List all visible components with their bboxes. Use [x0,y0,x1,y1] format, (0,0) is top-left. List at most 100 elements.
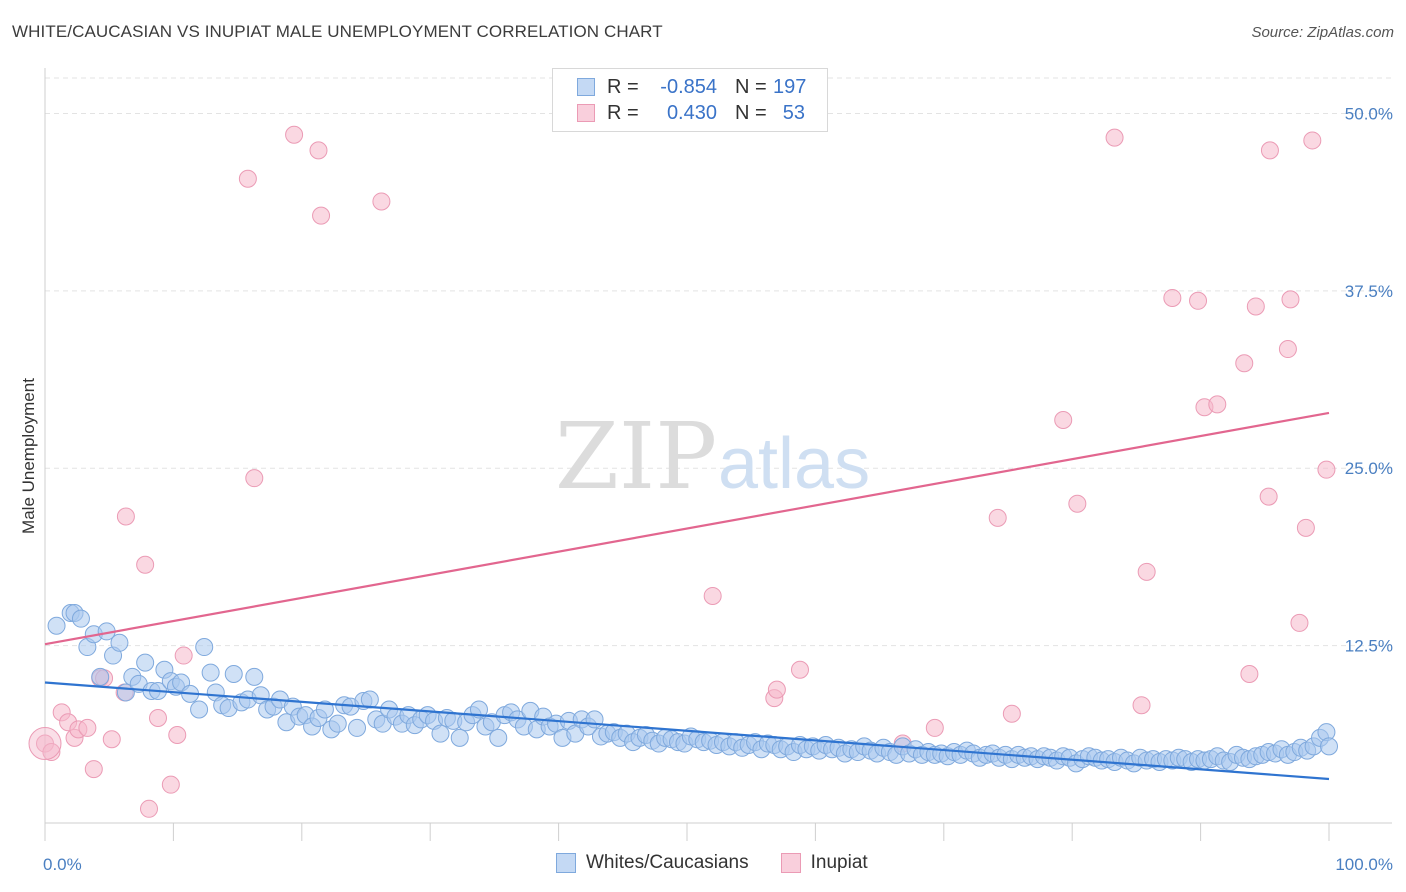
n-value: 53 [782,101,805,124]
inupiat-point [1260,141,1279,160]
inupiat-point [238,169,257,188]
source-label: Source: ZipAtlas.com [1251,24,1394,41]
series-legend: Whites/Caucasians Inupiat [556,852,900,874]
inupiat-point [168,726,187,745]
inupiat-point [84,760,103,779]
r-value: 0.430 [666,101,717,124]
whites-point [201,663,220,682]
inupiat-point [1259,487,1278,506]
inupiat-point [372,192,391,211]
tick-labels: 12.5% 25.0% 37.5% 50.0% 0.0% 100.0% [43,104,1393,874]
whites-point [91,667,110,686]
x-tick-label: 0.0% [43,855,82,874]
inupiat-point [1281,290,1300,309]
inupiat-point [136,555,155,574]
inupiat-point [1290,613,1309,632]
whites-point [71,609,90,628]
inupiat-point [148,708,167,727]
inupiat-point [174,646,193,665]
inupiat-point [790,660,809,679]
inupiat-point [1054,410,1073,429]
whites-swatch [577,78,595,96]
y-tick-label: 50.0% [1345,104,1393,123]
x-tick-label: 100.0% [1335,855,1393,874]
n-label: N = [735,101,767,124]
whites-point [245,667,264,686]
whites-point [190,700,209,719]
whites-point [348,718,367,737]
inupiat-point [1137,562,1156,581]
chart-title: WHITE/CAUCASIAN VS INUPIAT MALE UNEMPLOY… [12,22,663,41]
inupiat-swatch [780,853,801,873]
r-label: R = [607,75,639,98]
inupiat-point [988,508,1007,527]
y-tick-label: 37.5% [1345,282,1393,301]
inupiat-point [1278,340,1297,359]
inupiat-swatch [577,104,595,122]
inupiat-point [116,507,135,526]
inupiat-point [1296,518,1315,537]
whites-point [431,724,450,743]
legend-label-inupiat: Inupiat [810,852,868,873]
r-value: -0.854 [660,75,717,98]
y-tick-label: 25.0% [1345,459,1393,478]
grid-lines [45,77,1392,647]
watermark-atlas: atlas [718,424,870,504]
inupiat-point [285,125,304,144]
legend-item-whites: Whites/Caucasians [556,852,749,874]
y-axis-label: Male Unemployment [19,378,38,534]
n-value: 197 [773,75,807,98]
inupiat-point [1303,131,1322,150]
inupiat-point [1240,665,1259,683]
inupiat-point [1317,460,1336,479]
inupiat-point [309,141,328,160]
inupiat-point [78,718,97,737]
inupiat-point [1246,297,1265,316]
whites-points [47,603,1338,773]
whites-point [489,728,508,747]
inupiat-point [1068,494,1087,513]
inupiat-point [1163,288,1182,307]
inupiat-point [1105,128,1124,147]
whites-trend-line [44,681,1330,781]
inupiat-point [161,775,180,794]
inupiat-points [28,125,1336,818]
n-label: N = [735,75,767,98]
inupiat-point [312,206,331,225]
inupiat-point [1132,696,1151,715]
y-tick-label: 12.5% [1345,637,1393,656]
inupiat-point [1235,354,1254,373]
legend-item-inupiat: Inupiat [780,852,868,874]
whites-point [450,728,469,747]
whites-point [224,665,243,683]
axes [44,68,1392,841]
inupiat-point [28,727,62,761]
whites-point [315,700,334,719]
inupiat-point [42,743,61,762]
whites-point [136,653,155,672]
whites-swatch [556,853,576,873]
watermark: ZIP atlas [555,403,870,510]
whites-point [110,633,129,652]
inupiat-point [1002,704,1021,723]
inupiat-point [925,718,944,737]
whites-point [360,690,379,709]
correlation-legend: R = -0.854 N = 197 R = 0.430 N = 53 [552,68,828,132]
legend-row-inupiat: R = 0.430 N = 53 [577,100,805,126]
legend-row-whites: R = -0.854 N = 197 [577,74,807,100]
inupiat-point [703,586,722,605]
inupiat-trend-line [44,411,1330,646]
legend-label-whites: Whites/Caucasians [586,852,749,873]
watermark-zip: ZIP [555,403,717,510]
inupiat-point [140,799,159,818]
r-label: R = [607,101,639,124]
whites-point [1320,737,1338,756]
whites-point [328,714,347,733]
inupiat-point [1208,395,1227,414]
whites-point [195,638,214,657]
inupiat-point [102,730,121,749]
inupiat-point [1189,291,1208,310]
inupiat-point [245,469,264,488]
whites-point [47,616,66,635]
